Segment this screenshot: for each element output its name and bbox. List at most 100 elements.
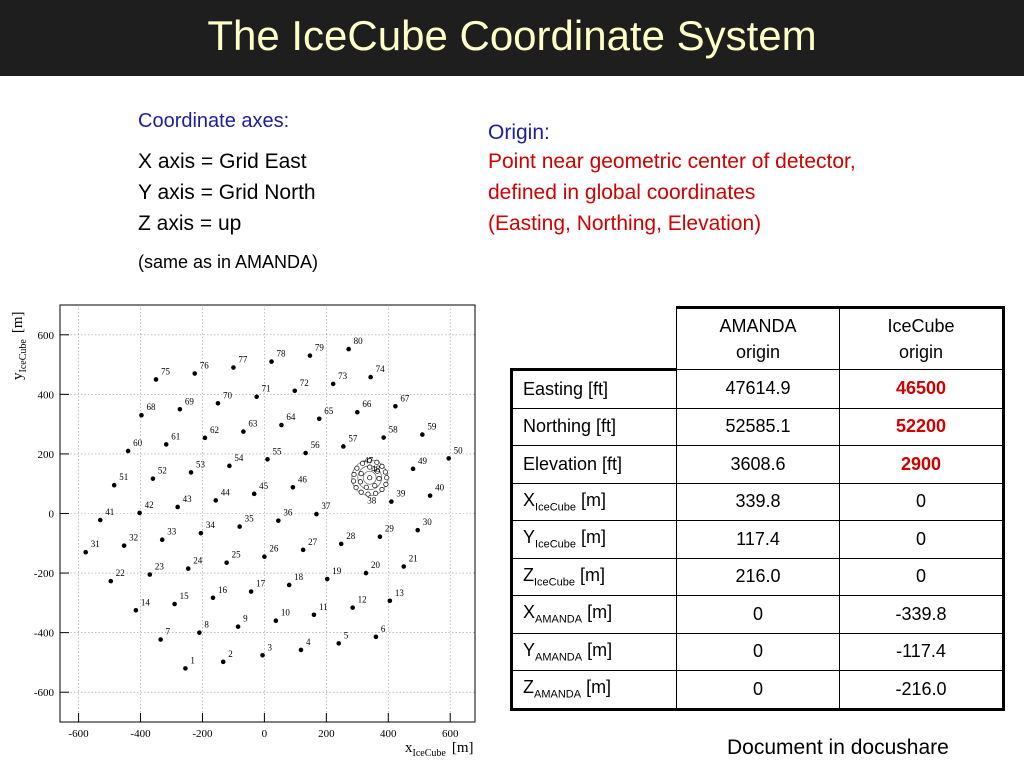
- row-label: ZIceCube [m]: [510, 557, 677, 596]
- string-point: [235, 624, 241, 629]
- string-point: [377, 534, 383, 540]
- axes-line-y: Y axis = Grid North: [138, 181, 316, 204]
- string-point: [150, 476, 156, 481]
- string-point: [286, 582, 292, 588]
- string-label: 67: [400, 393, 410, 403]
- string-label: 18: [294, 572, 304, 582]
- origin-line-2: defined in global coordinates: [488, 181, 756, 204]
- table-row: YAMANDA [m] 0 -117.4: [510, 632, 1005, 671]
- row-label-unit: [m]: [576, 489, 606, 510]
- string-point: [108, 578, 114, 584]
- amanda-value: 216.0: [676, 557, 840, 596]
- x-tick-label: 0: [262, 728, 268, 740]
- title-bar: The IceCube Coordinate System: [0, 0, 1024, 76]
- string-label: 78: [277, 349, 287, 359]
- string-label: 13: [395, 588, 405, 598]
- x-tick-label: 400: [380, 728, 397, 740]
- y-tick-label: 200: [38, 449, 55, 461]
- string-label: 8: [204, 620, 209, 630]
- x-tick-label: -200: [192, 728, 213, 740]
- string-label: 77: [238, 355, 248, 365]
- row-label-base: X: [523, 489, 536, 510]
- table-row: Elevation [ft] 3608.6 2900: [510, 445, 1005, 484]
- string-point: [254, 394, 259, 400]
- string-label: 15: [180, 591, 190, 601]
- amanda-value: 0: [676, 670, 840, 711]
- string-point: [269, 359, 274, 364]
- amanda-module: [351, 471, 357, 478]
- plot-grid: [60, 305, 475, 722]
- string-label: 46: [298, 474, 308, 484]
- footer-note: Document in docushare: [727, 736, 949, 759]
- origin-line-1: Point near geometric center of detector,: [488, 150, 856, 173]
- string-point: [159, 537, 165, 543]
- origin-line-3: (Easting, Northing, Elevation): [488, 212, 762, 235]
- string-point: [363, 570, 369, 576]
- string-point: [177, 406, 183, 412]
- string-label: 64: [286, 412, 296, 422]
- row-label-base: Y: [523, 527, 536, 548]
- string-label: 14: [141, 597, 151, 607]
- amanda-value: 0: [676, 595, 840, 634]
- amanda-module: [374, 468, 380, 474]
- row-label-unit: [m]: [582, 602, 613, 623]
- string-point: [427, 493, 433, 498]
- string-label: 48: [371, 464, 381, 474]
- string-label: 41: [105, 507, 114, 517]
- table-row: XAMANDA [m] 0 -339.8: [510, 595, 1005, 634]
- string-label: 10: [281, 608, 291, 618]
- icecube-strings: 1234567891011121314151617181920212223242…: [83, 336, 463, 671]
- string-point: [307, 353, 313, 358]
- amanda-value: 117.4: [676, 520, 840, 559]
- icecube-value: 2900: [839, 445, 1005, 484]
- amanda-module: [376, 476, 382, 482]
- string-point: [346, 346, 351, 352]
- string-point: [139, 412, 144, 418]
- string-point: [172, 601, 177, 607]
- string-label: 63: [248, 419, 257, 429]
- y-tick-label: 0: [49, 509, 55, 521]
- row-label-unit: [m]: [576, 527, 606, 548]
- axes-line-x: X axis = Grid East: [138, 150, 307, 173]
- string-point: [387, 598, 393, 604]
- string-label: 45: [259, 481, 269, 491]
- y-tick-label: 600: [38, 330, 55, 342]
- row-label-unit: [m]: [574, 564, 605, 585]
- string-label: 51: [119, 472, 128, 482]
- row-label: Northing [ft]: [510, 407, 677, 446]
- string-point: [97, 517, 103, 523]
- table-corner: [511, 307, 677, 371]
- icecube-value: -117.4: [839, 632, 1005, 671]
- row-label-sub: AMANDA: [534, 689, 582, 702]
- string-point: [197, 630, 202, 635]
- string-point: [220, 659, 226, 665]
- string-point: [290, 484, 296, 490]
- string-point: [350, 605, 355, 610]
- string-label: 11: [319, 602, 328, 612]
- string-label: 72: [300, 378, 309, 388]
- amanda-module: [357, 479, 363, 485]
- amanda-module: [373, 490, 379, 496]
- string-label: 28: [346, 531, 356, 541]
- string-label: 24: [193, 556, 203, 566]
- string-label: 36: [283, 508, 293, 518]
- icecube-value: 46500: [839, 369, 1005, 409]
- string-label: 73: [338, 371, 348, 381]
- amanda-module: [365, 491, 371, 497]
- string-label: 79: [315, 343, 325, 353]
- row-label: XIceCube [m]: [510, 482, 677, 521]
- slide-title: The IceCube Coordinate System: [207, 12, 817, 59]
- x-tick-label: -600: [68, 728, 89, 740]
- string-label: 53: [196, 459, 206, 469]
- string-point: [163, 442, 169, 447]
- amanda-value: 3608.6: [676, 445, 840, 484]
- string-point: [338, 541, 344, 547]
- x-tick-labels: -600 -400 -200 0 200 400 600: [68, 728, 458, 740]
- table-row: ZIceCube [m] 216.0 0: [510, 557, 1005, 596]
- string-label: 65: [324, 406, 334, 416]
- string-label: 58: [389, 425, 399, 435]
- string-point: [175, 504, 180, 510]
- string-point: [158, 637, 163, 642]
- string-point: [215, 400, 221, 406]
- x-tick-label: -400: [130, 728, 151, 740]
